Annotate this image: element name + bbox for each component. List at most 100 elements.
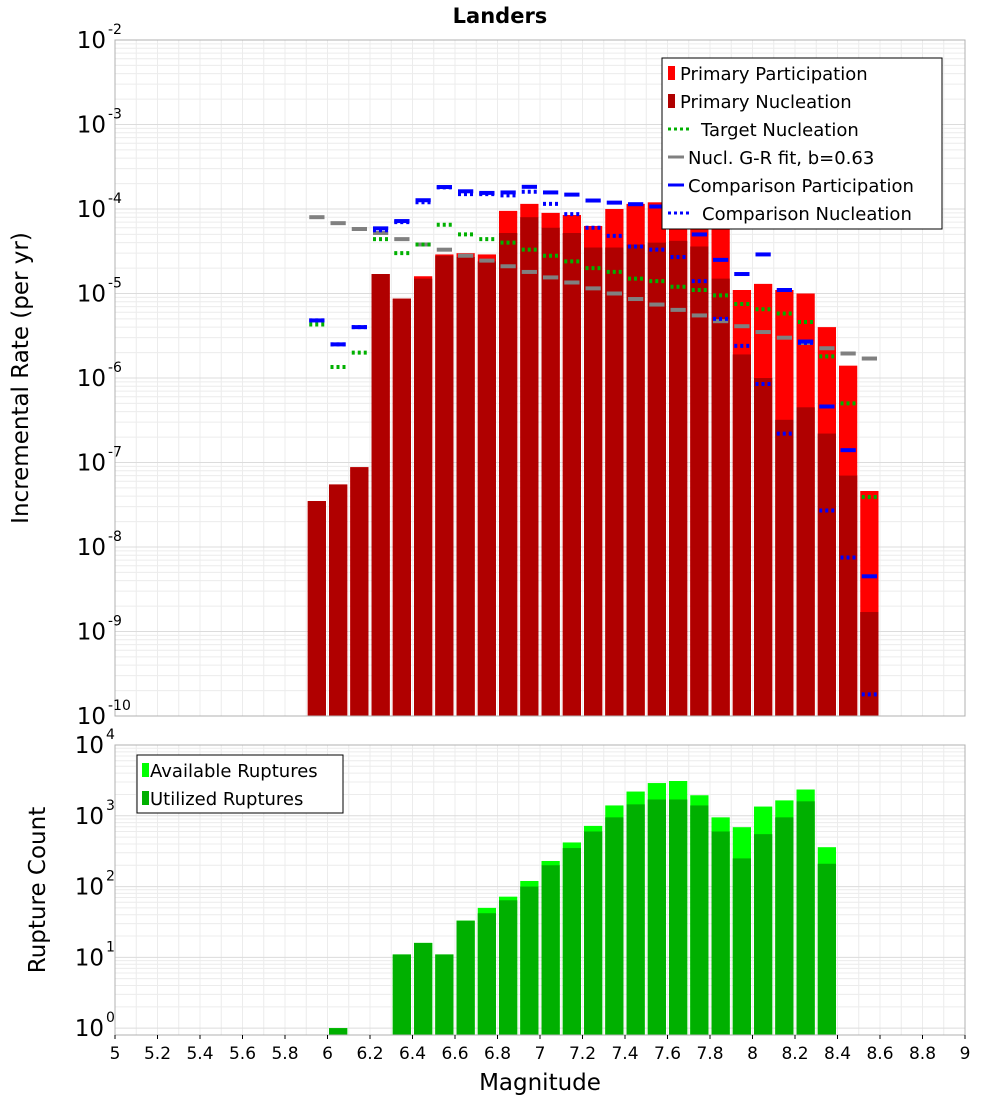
- bar-primary-nucleation: [414, 278, 433, 716]
- x-tick-label: 7.4: [611, 1044, 638, 1064]
- y-tick-exponent-bottom: 3: [106, 798, 115, 814]
- x-tick-label: 7.6: [654, 1044, 681, 1064]
- bar-primary-nucleation: [669, 240, 688, 716]
- y-tick-label-top: 10: [77, 28, 106, 54]
- bar-primary-nucleation: [732, 354, 751, 716]
- bar-utilized-ruptures: [584, 831, 603, 1035]
- bar-primary-nucleation: [754, 378, 773, 716]
- bar-utilized-ruptures: [647, 799, 666, 1035]
- bar-primary-nucleation: [775, 419, 794, 716]
- legend-box-top: [661, 57, 943, 230]
- bar-utilized-ruptures: [435, 954, 454, 1035]
- bar-primary-nucleation: [860, 612, 879, 716]
- y-tick-label-top: 10: [77, 366, 106, 392]
- y-tick-label-top: 10: [77, 113, 106, 139]
- x-tick-label: 9: [960, 1044, 971, 1064]
- bar-utilized-ruptures: [669, 799, 688, 1035]
- legend-label-comparison-participation: Comparison Participation: [688, 176, 914, 197]
- bar-primary-nucleation: [499, 232, 518, 716]
- bar-primary-nucleation: [626, 244, 645, 716]
- bar-primary-nucleation: [796, 407, 815, 716]
- bar-primary-nucleation: [307, 501, 326, 716]
- bar-primary-nucleation: [392, 298, 411, 716]
- y-tick-label-top: 10: [77, 704, 106, 730]
- y-tick-label-top: 10: [77, 197, 106, 223]
- y-tick-exponent-bottom: 1: [106, 939, 115, 955]
- legend-label-available: Available Ruptures: [150, 761, 318, 782]
- bar-utilized-ruptures: [499, 900, 518, 1035]
- y-tick-label-bottom: 10: [75, 875, 104, 901]
- bar-utilized-ruptures: [626, 804, 645, 1035]
- bar-utilized-ruptures: [754, 834, 773, 1035]
- bar-primary-nucleation: [520, 217, 539, 716]
- x-axis-label: Magnitude: [479, 1070, 601, 1096]
- primary-nucleation-bars: [307, 217, 879, 717]
- legend-label-target-nucleation: Target Nucleation: [700, 120, 859, 141]
- y-tick-label-bottom: 10: [75, 733, 104, 759]
- x-tick-label: 5.2: [144, 1044, 171, 1064]
- x-tick-label: 8.8: [909, 1044, 936, 1064]
- x-tick-label: 8: [747, 1044, 758, 1064]
- bar-primary-nucleation: [435, 255, 454, 716]
- y-tick-exponent-bottom: 2: [106, 869, 115, 885]
- y-tick-label-top: 10: [77, 535, 106, 561]
- bar-utilized-ruptures: [477, 913, 496, 1035]
- legend-label-primary-participation: Primary Participation: [680, 64, 868, 85]
- y-tick-exponent-top: -2: [108, 22, 122, 38]
- bar-primary-nucleation: [584, 247, 603, 716]
- x-tick-label: 5.8: [271, 1044, 298, 1064]
- y-tick-exponent-top: -5: [108, 276, 122, 292]
- x-tick-label: 6.6: [441, 1044, 468, 1064]
- y-axis-label-top: Incremental Rate (per yr): [8, 232, 34, 524]
- y-tick-label-top: 10: [77, 451, 106, 477]
- x-tick-label: 7: [535, 1044, 546, 1064]
- legend-label-comparison-nucleation: Comparison Nucleation: [702, 204, 912, 225]
- y-tick-label-bottom: 10: [75, 1016, 104, 1042]
- y-tick-label-top: 10: [77, 282, 106, 308]
- bar-primary-nucleation: [817, 433, 836, 716]
- bar-primary-nucleation: [477, 261, 496, 716]
- y-tick-exponent-top: -6: [108, 360, 122, 376]
- bar-primary-nucleation: [456, 257, 475, 716]
- bar-primary-nucleation: [371, 274, 390, 716]
- bar-utilized-ruptures: [690, 805, 709, 1035]
- x-tick-label: 7.8: [696, 1044, 723, 1064]
- bar-utilized-ruptures: [541, 865, 560, 1035]
- y-tick-exponent-top: -4: [108, 191, 122, 207]
- y-tick-exponent-top: -10: [108, 698, 131, 714]
- x-tick-label: 5.4: [186, 1044, 213, 1064]
- x-tick-label: 6.2: [356, 1044, 383, 1064]
- bar-primary-nucleation: [647, 242, 666, 717]
- bar-utilized-ruptures: [329, 1028, 348, 1035]
- bar-utilized-ruptures: [732, 858, 751, 1035]
- x-tick-label: 7.2: [569, 1044, 596, 1064]
- x-tick-label: 5.6: [229, 1044, 256, 1064]
- bar-primary-nucleation: [711, 278, 730, 716]
- x-tick-label: 5: [110, 1044, 121, 1064]
- bar-primary-nucleation: [329, 484, 348, 716]
- bar-primary-nucleation: [350, 467, 369, 716]
- grid-top: [114, 40, 966, 717]
- bar-primary-nucleation: [839, 475, 858, 716]
- bar-utilized-ruptures: [711, 831, 730, 1035]
- bar-utilized-ruptures: [796, 801, 815, 1035]
- legend-swatch-primary-nucleation: [668, 94, 675, 108]
- bar-utilized-ruptures: [456, 920, 475, 1035]
- y-tick-exponent-top: -3: [108, 107, 122, 123]
- x-tick-label: 6.8: [484, 1044, 511, 1064]
- bar-utilized-ruptures: [392, 954, 411, 1035]
- utilized-ruptures-bars: [329, 799, 836, 1035]
- x-axis-ticks: 5 5.2 5.4 5.6 5.8 6 6.2 6.4 6.6 6.8 7 7.2 7.4 7.6 7.8 8…: [110, 1035, 971, 1064]
- legend-label-utilized: Utilized Ruptures: [150, 789, 303, 810]
- legend-bottom: Available Ruptures Utilized Ruptures: [136, 754, 344, 814]
- y-tick-exponent-top: -7: [108, 445, 122, 461]
- bar-utilized-ruptures: [520, 886, 539, 1035]
- x-tick-label: 6.4: [399, 1044, 426, 1064]
- legend-box-bottom: [136, 754, 344, 814]
- rate-lines: [309, 184, 877, 697]
